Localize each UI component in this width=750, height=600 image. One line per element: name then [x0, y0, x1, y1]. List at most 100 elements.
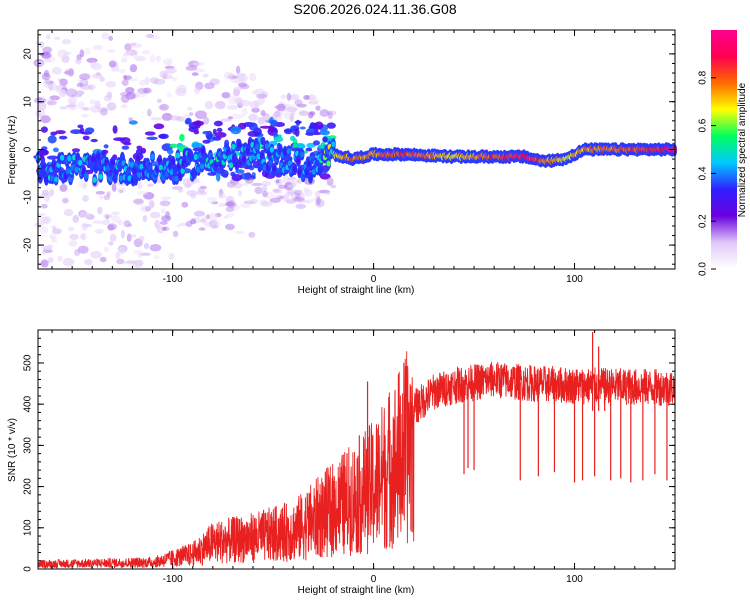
spectrogram-cell	[191, 142, 204, 149]
spectrogram-cell	[59, 184, 68, 192]
spectrogram-cell	[67, 96, 77, 105]
spectrogram-cell	[207, 212, 218, 222]
spectrogram-cell	[89, 99, 96, 105]
spectrogram-ylabel: Frequency (Hz)	[7, 116, 18, 185]
spectrogram-cell	[256, 93, 268, 99]
spectrogram-cell	[187, 106, 193, 111]
spectrogram-cell	[116, 258, 125, 265]
spectrogram-ridge-cell	[53, 176, 59, 183]
spectrogram-cell	[67, 226, 75, 232]
spectrogram-cell	[272, 127, 277, 133]
spectrogram-xtick-label: 0	[371, 274, 377, 285]
spectrogram-cell	[82, 107, 90, 111]
spectrogram-ridge-cell	[173, 167, 178, 173]
spectrogram-cell	[224, 201, 235, 207]
spectrogram-ridge-cell	[133, 176, 138, 183]
spectrogram-ridge-cell	[91, 155, 96, 162]
spectrogram-ridge-cell	[119, 175, 124, 182]
spectrogram-cell	[289, 114, 294, 122]
spectrogram-cell	[132, 260, 144, 268]
spectrogram-ridge-cell	[331, 141, 336, 148]
spectrogram-cell	[231, 181, 237, 186]
spectrogram-cell	[240, 203, 252, 209]
spectrogram-ytick-label: -20	[23, 237, 34, 252]
spectrogram-cell	[37, 101, 47, 111]
spectrogram-cell	[192, 62, 205, 66]
spectrogram-cell	[130, 42, 137, 46]
spectrogram-cell	[230, 126, 242, 135]
spectrogram-ridge-cell	[255, 144, 260, 150]
spectrogram-cell	[99, 107, 108, 116]
spectrogram-ridge-cell	[158, 164, 164, 171]
snr-line	[37, 351, 676, 570]
spectrogram-cell	[235, 230, 244, 234]
spectrogram-ridge-cell	[110, 159, 116, 166]
spectrogram-cell	[155, 55, 161, 62]
figure-title: S206.2026.024.11.36.G08	[293, 1, 456, 17]
spectrogram-cell	[124, 43, 132, 51]
spectrogram-cell	[156, 98, 162, 104]
spectrogram-cell	[167, 92, 172, 98]
snr-series	[37, 332, 676, 570]
spectrogram-xlabel: Height of straight line (km)	[298, 285, 415, 296]
spectrogram-cell	[35, 108, 46, 117]
spectrogram-cell	[140, 205, 152, 213]
spectrogram-cell	[203, 116, 210, 125]
spectrogram-cell	[278, 195, 284, 200]
spectrogram-ridge-cell	[127, 175, 132, 182]
snr-ylabel: SNR (10 * v/v)	[7, 418, 18, 482]
spectrogram-cell	[127, 223, 133, 227]
spectrogram-cell	[303, 95, 310, 100]
spectrogram-ridge-cell	[201, 148, 206, 155]
spectrogram-cell	[46, 34, 51, 40]
spectrogram-ridge-cell	[93, 164, 99, 171]
spectrogram-cell	[161, 112, 173, 121]
colorbar: 0.0 0.2 0.4 0.6 0.8 Normalized spectral ampl…	[698, 30, 748, 276]
spectrogram-ridge-cell	[242, 156, 247, 163]
spectrogram-cell	[315, 105, 321, 111]
spectrogram-cell	[305, 147, 313, 152]
spectrogram-cell	[82, 195, 89, 202]
spectrogram-ridge-cell	[72, 154, 77, 161]
spectrogram-cell	[41, 72, 51, 81]
snr-ytick-label: 0	[23, 566, 34, 572]
spectrogram-ridge-cell	[262, 164, 267, 171]
spectrogram-cell	[202, 73, 209, 78]
spectrogram-cell	[79, 234, 85, 240]
spectrogram-cell	[149, 54, 156, 63]
spectrogram-cell	[119, 189, 124, 194]
spectrogram-cell	[233, 86, 242, 93]
spectrogram-ridge-cell	[174, 175, 179, 182]
spectrogram-cell	[196, 178, 201, 184]
snr-panel: -100 0 100 0 100 200 300 400 500 Height of strai…	[7, 329, 676, 596]
spectrogram-cell	[68, 240, 78, 247]
spectrogram-cell	[286, 92, 292, 102]
spectrogram-cell	[108, 35, 113, 41]
spectrogram-cell	[147, 108, 152, 117]
spectrogram-ridge-cell	[245, 147, 250, 154]
spectrogram-cell	[77, 245, 89, 254]
spectrogram-cell	[89, 61, 98, 69]
spectrogram-cell	[218, 203, 226, 207]
spectrogram-cell	[40, 259, 49, 268]
spectrogram-cell	[81, 222, 88, 231]
spectrogram-cell	[101, 32, 110, 40]
spectrogram-cell	[248, 113, 258, 122]
spectrogram-cell	[92, 220, 103, 224]
spectrogram-cell	[43, 58, 52, 63]
spectrogram-cell	[218, 193, 227, 199]
spectrogram-cell	[66, 104, 76, 108]
spectrogram-cell	[40, 203, 48, 209]
spectrogram-cell	[322, 136, 328, 143]
spectrogram-ridge-cell	[199, 163, 205, 170]
spectrogram-cell	[72, 214, 79, 223]
spectrogram-cell	[129, 77, 138, 82]
spectrogram-cell	[147, 183, 154, 187]
spectrogram-cell	[103, 95, 112, 102]
spectrogram-cell	[62, 257, 75, 267]
spectrogram-cell	[34, 97, 47, 104]
spectrogram-cell	[287, 176, 297, 181]
spectrogram-cell	[144, 131, 156, 136]
spectrogram-cell	[220, 118, 232, 122]
